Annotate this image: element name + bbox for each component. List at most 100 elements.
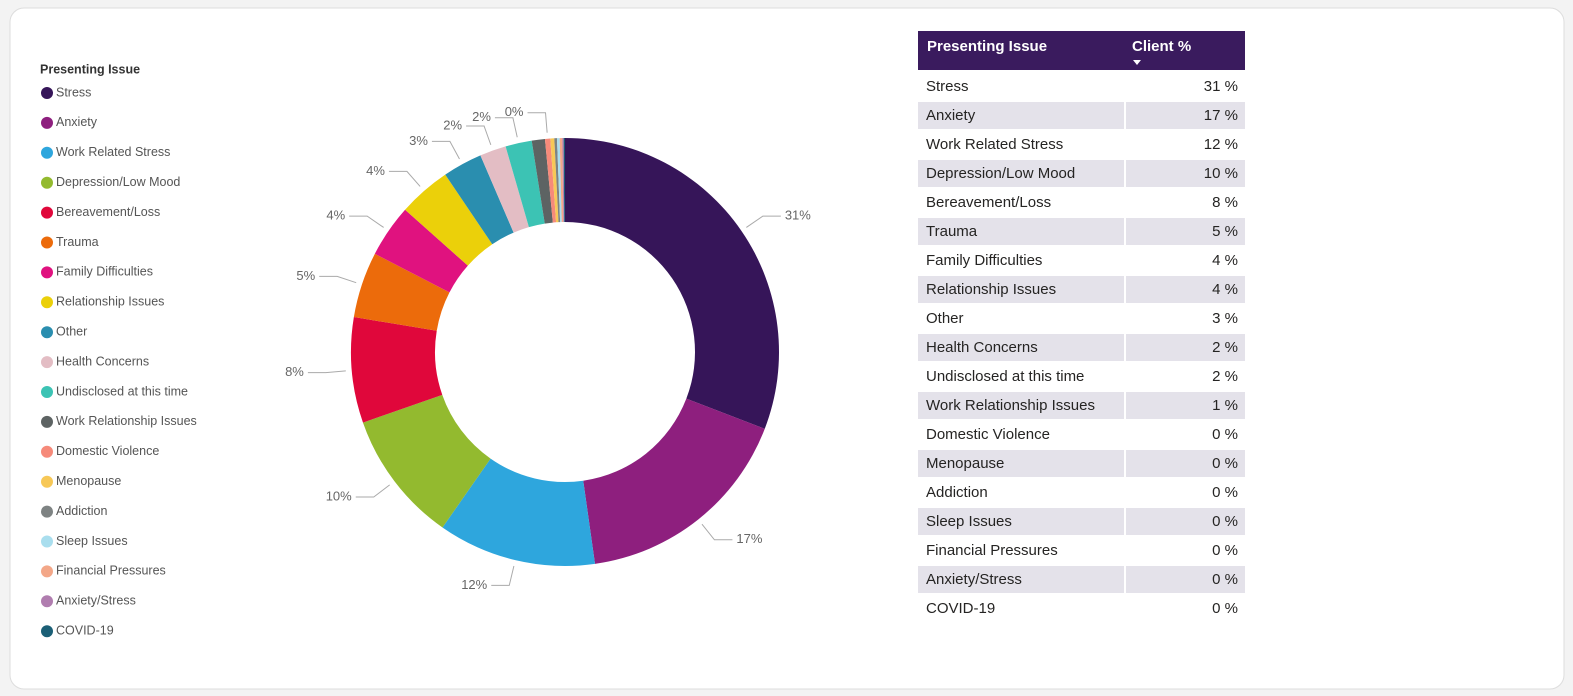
leader-line xyxy=(701,523,733,541)
data-label: 2% xyxy=(472,109,491,124)
table-cell: Domestic Violence xyxy=(926,426,1050,443)
table-cell: Trauma xyxy=(926,223,978,240)
table-cell: Addiction xyxy=(926,484,988,501)
leader-line xyxy=(494,117,518,138)
table-cell: Depression/Low Mood xyxy=(926,165,1075,182)
data-label: 31% xyxy=(785,208,811,223)
row-bg xyxy=(918,160,1124,187)
table-cell: 4 % xyxy=(1212,252,1238,269)
row-bg xyxy=(918,566,1124,593)
row-bg xyxy=(1126,160,1245,187)
legend-label: Bereavement/Loss xyxy=(56,205,160,219)
slice xyxy=(505,140,545,228)
legend-marker xyxy=(41,386,53,398)
slice xyxy=(563,138,565,223)
slice xyxy=(550,138,559,223)
table-cell: 10 % xyxy=(1204,165,1238,182)
table-header xyxy=(918,31,1245,70)
legend-marker xyxy=(41,206,53,219)
table-cell: Sleep Issues xyxy=(926,513,1012,530)
leader-line xyxy=(431,140,460,160)
table-cell: 12 % xyxy=(1204,136,1238,153)
legend-marker xyxy=(41,475,53,488)
legend-label: Work Related Stress xyxy=(56,145,170,159)
legend-label: Anxiety/Stress xyxy=(56,594,136,608)
legend-title: Presenting Issue xyxy=(40,62,140,76)
row-bg xyxy=(1126,450,1245,477)
legend-label: Stress xyxy=(56,85,91,99)
table-cell: 0 % xyxy=(1212,600,1238,617)
table-cell: Bereavement/Loss xyxy=(926,194,1051,211)
leader-line xyxy=(388,170,421,187)
slice xyxy=(559,138,564,223)
table-cell: Health Concerns xyxy=(926,339,1038,356)
slice xyxy=(544,138,557,223)
legend-marker xyxy=(41,595,53,608)
header-cell: Presenting Issue xyxy=(927,38,1047,55)
legend-marker xyxy=(41,296,53,309)
data-label: 12% xyxy=(461,577,487,592)
row-bg xyxy=(918,450,1124,477)
table-cell: Anxiety xyxy=(926,107,976,124)
legend-marker xyxy=(41,116,53,129)
data-label: 10% xyxy=(326,488,352,503)
data-label: 0% xyxy=(505,104,524,119)
legend-label: Health Concerns xyxy=(56,354,149,368)
table-cell: 31 % xyxy=(1204,78,1238,95)
legend-marker xyxy=(41,565,53,578)
table-cell: 0 % xyxy=(1212,455,1238,472)
header-cell: Client % xyxy=(1132,38,1191,55)
leader-line xyxy=(491,565,515,586)
legend-marker xyxy=(41,505,53,518)
legend-marker xyxy=(41,445,53,458)
slice xyxy=(565,138,779,429)
card xyxy=(9,7,1565,690)
legend-label: Sleep Issues xyxy=(56,534,128,548)
data-label: 17% xyxy=(736,531,762,546)
legend-marker xyxy=(41,535,53,548)
legend-label: Menopause xyxy=(56,474,121,488)
legend-marker xyxy=(41,356,53,369)
table-cell: 17 % xyxy=(1204,107,1238,124)
slice xyxy=(353,253,450,331)
row-bg xyxy=(1126,276,1245,303)
legend-label: Anxiety xyxy=(56,115,98,129)
row-bg xyxy=(1126,102,1245,129)
legend-marker xyxy=(41,176,53,189)
slice xyxy=(554,138,561,223)
legend-marker xyxy=(41,415,53,428)
data-label: 4% xyxy=(326,208,345,223)
leader-line xyxy=(466,125,492,146)
slice xyxy=(480,146,529,233)
legend-label: Other xyxy=(56,324,87,338)
slice xyxy=(583,398,765,564)
legend-label: Domestic Violence xyxy=(56,444,159,458)
row-bg xyxy=(918,508,1124,535)
slice xyxy=(531,138,553,224)
legend-marker xyxy=(41,266,53,279)
legend-label: Family Difficulties xyxy=(56,265,153,279)
table-cell: Relationship Issues xyxy=(926,281,1056,298)
row-bg xyxy=(918,276,1124,303)
legend-marker xyxy=(41,625,53,638)
table-cell: Financial Pressures xyxy=(926,542,1058,559)
table-cell: Other xyxy=(926,310,964,327)
slice xyxy=(445,155,514,245)
table-cell: Work Relationship Issues xyxy=(926,397,1095,414)
data-label: 5% xyxy=(296,268,315,283)
table-cell: 2 % xyxy=(1212,339,1238,356)
row-bg xyxy=(918,218,1124,245)
legend-label: Undisclosed at this time xyxy=(56,384,188,398)
table-cell: 2 % xyxy=(1212,368,1238,385)
slice xyxy=(351,317,443,423)
slice xyxy=(556,138,562,223)
leader-line xyxy=(527,112,548,133)
table-cell: Menopause xyxy=(926,455,1004,472)
sort-icon[interactable] xyxy=(1133,60,1141,65)
legend-marker xyxy=(41,236,53,249)
row-bg xyxy=(1126,508,1245,535)
legend-marker xyxy=(41,146,53,159)
table-cell: Stress xyxy=(926,78,969,95)
row-bg xyxy=(1126,218,1245,245)
leader-line xyxy=(349,215,384,228)
